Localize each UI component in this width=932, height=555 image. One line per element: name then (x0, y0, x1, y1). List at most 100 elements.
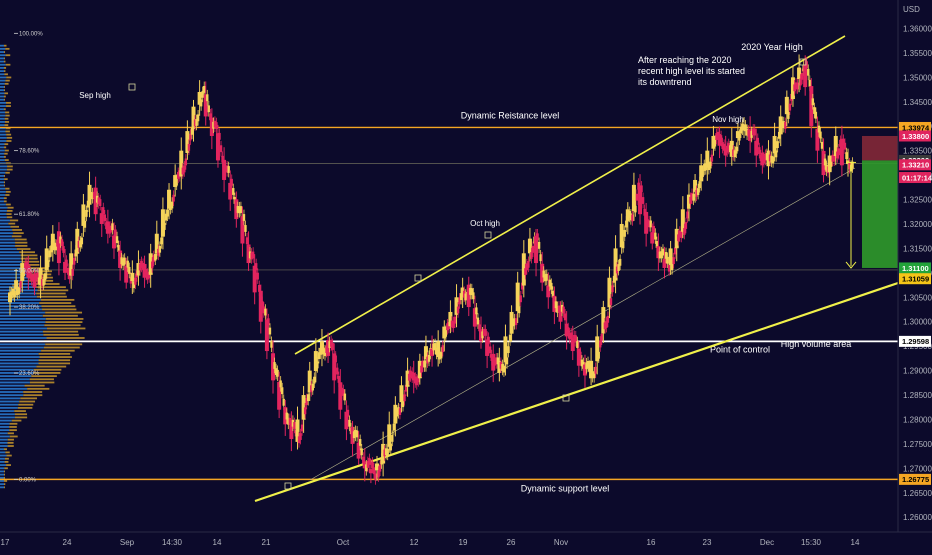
candle-body (85, 210, 87, 217)
candle-body (518, 306, 520, 313)
fib-label: 100.00% (19, 31, 43, 37)
volume-bar-down (4, 92, 8, 94)
price-tick-label: 1.27500 (903, 440, 932, 449)
candle-body (71, 269, 73, 276)
volume-bar-down (5, 188, 9, 190)
price-tick-label: 1.32500 (903, 196, 932, 205)
candle-body (316, 361, 318, 368)
candle-body (428, 355, 430, 362)
volume-bar-up (0, 64, 6, 66)
candle-body (844, 143, 846, 150)
candle-body (269, 328, 271, 335)
volume-bar-down (6, 191, 11, 193)
volume-bar-down (6, 213, 11, 215)
volume-bar-up (0, 337, 47, 339)
volume-bar-up (0, 264, 22, 266)
volume-bar-up (0, 363, 39, 365)
candle-body (546, 274, 548, 281)
volume-bar-up (0, 89, 4, 91)
volume-bar-down (4, 153, 7, 155)
candle-body (668, 265, 670, 272)
candle-body (440, 352, 442, 359)
candle-body (47, 260, 49, 267)
candle-body (607, 316, 609, 323)
candle-body (642, 197, 644, 204)
price-tag-label: 1.29598 (902, 337, 929, 346)
volume-bar-down (43, 331, 78, 333)
volume-bar-up (0, 121, 5, 123)
volume-bar-down (5, 131, 9, 133)
volume-bar-up (0, 397, 20, 399)
volume-bar-down (7, 442, 13, 444)
candle-body (818, 126, 820, 133)
candle-body (598, 352, 600, 359)
candle-body (18, 287, 20, 294)
candle-body (232, 188, 234, 195)
volume-bar-down (25, 385, 45, 387)
volume-bar-up (0, 483, 4, 485)
candle-body (246, 237, 248, 244)
candle-body (188, 144, 190, 151)
volume-bar-up (0, 216, 7, 218)
volume-bar-down (12, 235, 22, 237)
volume-bar-down (37, 296, 67, 298)
candle-body (509, 335, 511, 342)
candle-body (270, 341, 272, 348)
volume-bar-down (5, 461, 9, 463)
candle-body (714, 140, 716, 147)
volume-bar-down (19, 401, 35, 403)
volume-bar-up (0, 185, 4, 187)
time-axis[interactable]: 17 24 Sep 14:30 14 21 Oct 12 19 26 Nov 16 23 Dec 15:30… (0, 532, 932, 550)
candle-body (758, 147, 760, 154)
volume-bar-down (17, 248, 31, 250)
time-tick-label: Nov (554, 538, 568, 547)
volume-bar-down (15, 413, 27, 415)
fib-label: 23.60% (19, 371, 40, 377)
volume-bar-up (0, 445, 8, 447)
price-tag-label: 1.33210 (902, 161, 929, 170)
candle-body (338, 376, 340, 383)
candle-body (477, 318, 479, 325)
candle-body (166, 210, 168, 217)
candle-body (720, 135, 722, 142)
volume-bar-down (6, 140, 11, 142)
volume-bar-up (0, 150, 5, 152)
candle-body (114, 229, 116, 236)
volume-bar-up (0, 254, 21, 256)
volume-bar-up (0, 347, 44, 349)
annotation-text: recent high level its started (638, 66, 745, 76)
volume-bar-down (6, 102, 11, 104)
volume-bar-down (39, 353, 71, 355)
volume-bar-down (4, 146, 6, 148)
candle-body (838, 148, 840, 155)
candle-body (520, 295, 522, 302)
volume-bar-down (12, 420, 22, 422)
candle-body (73, 258, 75, 265)
volume-bar-up (0, 181, 4, 183)
candle-body (570, 332, 572, 339)
candle-body (579, 352, 581, 359)
price-tick-label: 1.33500 (903, 147, 932, 156)
volume-bar-up (0, 486, 4, 488)
volume-bar-down (7, 169, 13, 171)
candle-body (515, 318, 517, 325)
volume-bar-down (4, 61, 5, 63)
volume-bar-down (4, 471, 5, 473)
volume-bar-down (44, 324, 80, 326)
candle-body (754, 129, 756, 136)
volume-bar-up (0, 477, 4, 479)
volume-bar-up (0, 45, 4, 47)
candle-body (175, 179, 177, 186)
candle-body (377, 471, 379, 478)
candle-body (379, 465, 381, 472)
time-tick-label: 16 (647, 538, 656, 547)
volume-bar-up (0, 131, 5, 133)
candle-body (457, 307, 459, 314)
volume-bar-up (0, 140, 6, 142)
volume-bar-up (0, 92, 4, 94)
volume-bar-down (9, 426, 17, 428)
candle-body (127, 261, 129, 268)
candle-body (215, 122, 217, 129)
candle-body (619, 259, 621, 266)
candle-body (183, 166, 185, 173)
